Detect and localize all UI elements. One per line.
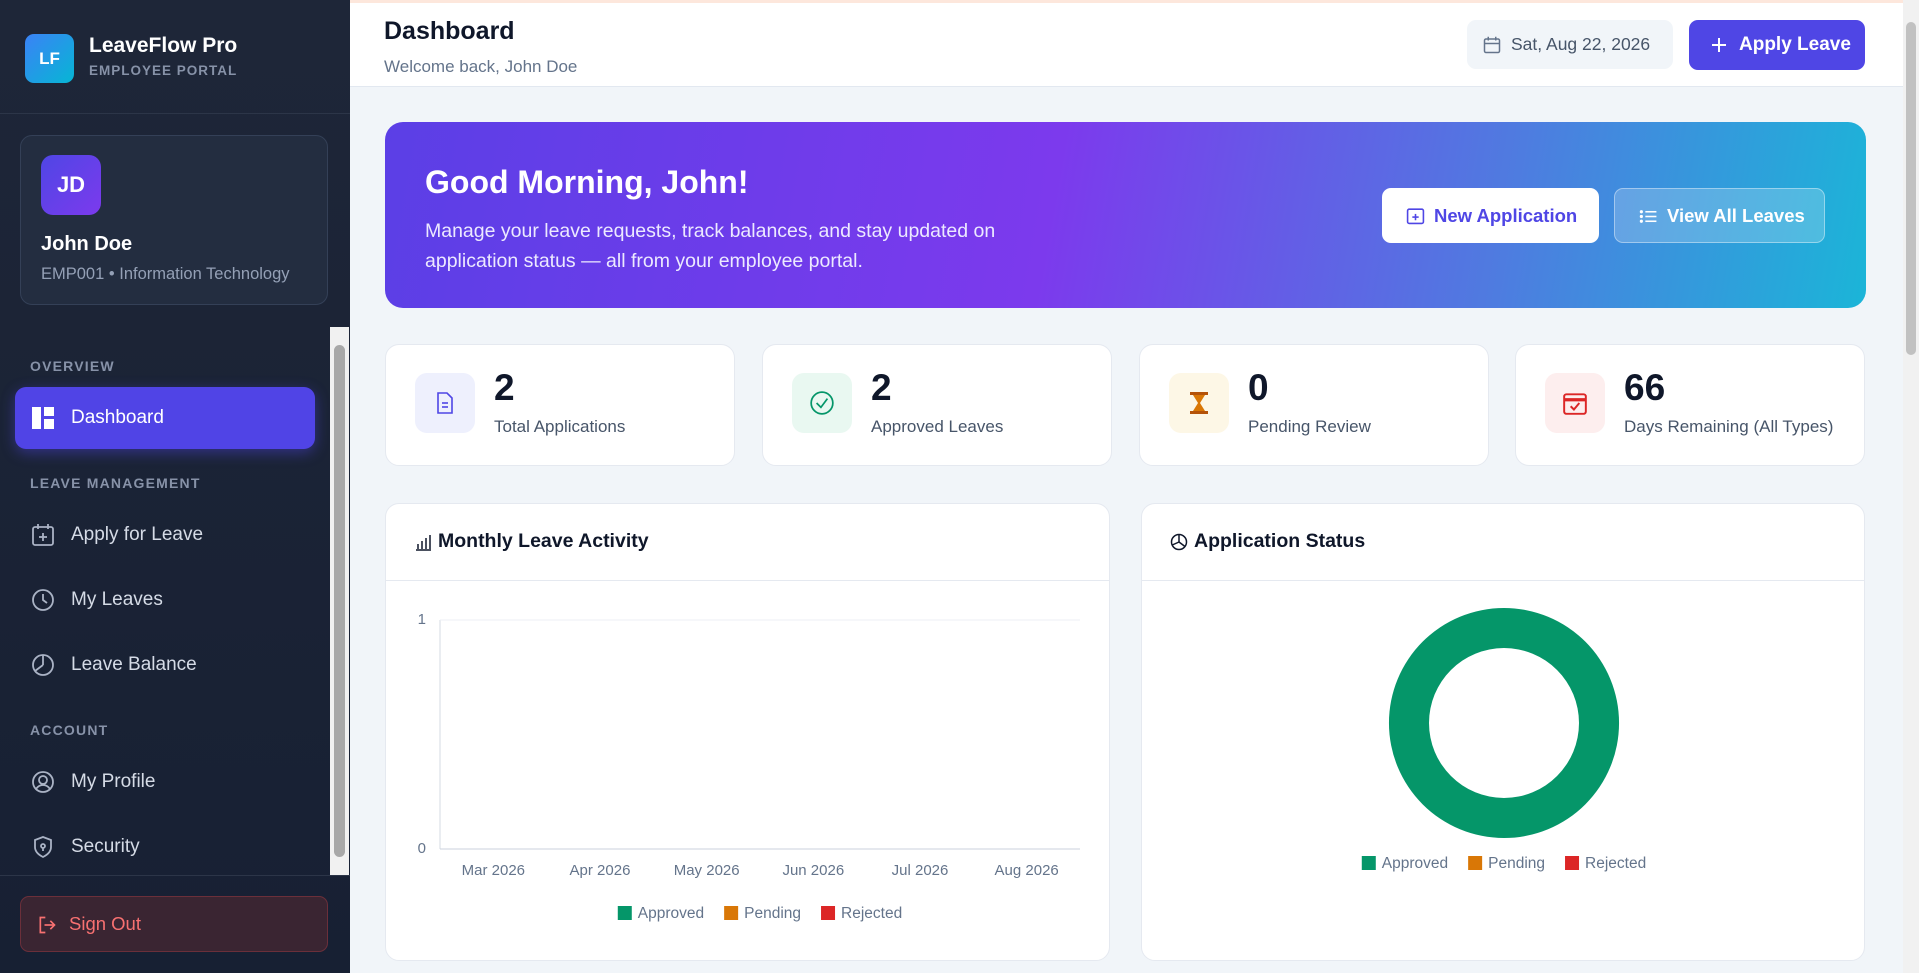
- bar-chart: 0 1 Mar 2026 Apr 2026 May 2026 Jun 2026 Jul 20…: [418, 611, 1080, 922]
- sign-out-label: Sign Out: [69, 913, 141, 934]
- sign-out-button[interactable]: Sign Out: [20, 896, 328, 952]
- donut-chart: Approved Pending Rejected: [1361, 608, 1646, 872]
- date-text: Sat, Aug 22, 2026: [1511, 34, 1651, 54]
- user-details: EMP001 • Information Technology: [41, 265, 290, 283]
- apply-leave-label: Apply Leave: [1739, 34, 1851, 55]
- nav-item[interactable]: Dashboard: [15, 387, 315, 449]
- legend-swatch: [1468, 856, 1483, 870]
- nav-label: My Leaves: [71, 589, 163, 610]
- x-tick-label: Aug 2026: [995, 862, 1059, 879]
- x-tick-label: Jun 2026: [782, 862, 844, 879]
- nav-item[interactable]: Security: [15, 816, 315, 878]
- user-name: John Doe: [41, 233, 133, 255]
- stat-value: 66: [1624, 367, 1666, 408]
- scroll-thumb[interactable]: [334, 345, 345, 857]
- top-bar: Dashboard Welcome back, John Doe Sat, Au…: [350, 0, 1903, 87]
- nav-label: My Profile: [71, 771, 156, 792]
- nav-item[interactable]: Apply for Leave: [15, 504, 315, 566]
- stat-card: 0 Pending Review: [1139, 344, 1489, 466]
- legend-swatch: [724, 906, 739, 920]
- stat-value: 2: [494, 367, 515, 408]
- stat-label: Days Remaining (All Types): [1624, 417, 1834, 436]
- nav-label: Security: [71, 836, 140, 857]
- nav-label: Apply for Leave: [71, 524, 204, 545]
- button-label: New Application: [1434, 204, 1578, 226]
- scroll-thumb[interactable]: [1906, 22, 1916, 355]
- nav-item[interactable]: Leave Balance: [15, 634, 315, 696]
- chart-title: Application Status: [1194, 530, 1366, 552]
- date-display: Sat, Aug 22, 2026: [1467, 20, 1673, 69]
- avatar: JD: [41, 155, 101, 215]
- x-tick-label: May 2026: [674, 862, 740, 879]
- chart-card: Application Status Approved Pending Reject…: [1141, 503, 1865, 961]
- x-tick-label: Mar 2026: [462, 862, 525, 879]
- legend-label: Pending: [1488, 855, 1545, 872]
- stat-label: Total Applications: [494, 417, 626, 436]
- legend: Approved Pending Rejected: [1361, 855, 1646, 872]
- stat-icon: [1545, 373, 1605, 433]
- new-application-button[interactable]: New Application: [1382, 188, 1599, 243]
- legend-swatch: [617, 906, 632, 920]
- apply-leave-button[interactable]: Apply Leave: [1689, 20, 1865, 70]
- legend-label: Pending: [744, 905, 801, 922]
- nav-label: Leave Balance: [71, 654, 197, 675]
- legend-label: Rejected: [1585, 855, 1646, 872]
- nav-item[interactable]: My Leaves: [15, 569, 315, 631]
- nav-item[interactable]: My Profile: [15, 751, 315, 813]
- legend-label: Rejected: [841, 905, 902, 922]
- chart-title-row: Monthly Leave Activity: [414, 530, 649, 553]
- legend-label: Approved: [1382, 855, 1448, 872]
- stat-value: 2: [871, 367, 892, 408]
- nav-label: Dashboard: [71, 407, 164, 428]
- chart-card: Monthly Leave Activity 0 1 Mar 2026 Apr 202…: [385, 503, 1110, 961]
- logo[interactable]: LF: [25, 34, 74, 83]
- greeting: Good Morning, John!: [425, 164, 749, 200]
- chart-title: Monthly Leave Activity: [438, 530, 649, 552]
- welcome-banner: Good Morning, John! Manage your leave re…: [385, 122, 1866, 308]
- stat-card: 2 Total Applications: [385, 344, 735, 466]
- sidebar: LF LeaveFlow Pro EMPLOYEE PORTAL JD John…: [0, 0, 350, 973]
- banner-message: Manage your leave requests, track balanc…: [425, 220, 996, 272]
- stat-icon: [1169, 373, 1229, 433]
- y-tick-label: 1: [418, 611, 426, 628]
- legend-swatch: [1565, 856, 1580, 870]
- x-tick-label: Jul 2026: [892, 862, 949, 879]
- divider: [0, 113, 350, 114]
- pie-slice: [1388, 608, 1620, 838]
- section-title: ACCOUNT: [30, 722, 109, 738]
- profile-card: JD John Doe EMP001 • Information Technol…: [20, 135, 328, 305]
- divider: [386, 580, 1109, 581]
- stat-value: 0: [1248, 367, 1269, 408]
- tagline: EMPLOYEE PORTAL: [89, 63, 238, 78]
- page-scrollbar[interactable]: [1903, 0, 1919, 973]
- stat-label: Approved Leaves: [871, 417, 1004, 436]
- section-title: OVERVIEW: [30, 358, 115, 374]
- stat-label: Pending Review: [1248, 417, 1371, 436]
- stat-card: 2 Approved Leaves: [762, 344, 1112, 466]
- x-tick-label: Apr 2026: [570, 862, 631, 879]
- chart-title-row: Application Status: [1170, 530, 1365, 553]
- view-all-leaves-button[interactable]: View All Leaves: [1614, 188, 1825, 243]
- brand: LeaveFlow Pro: [89, 34, 238, 57]
- page-subtitle: Welcome back, John Doe: [384, 57, 578, 76]
- page-title: Dashboard: [384, 17, 515, 45]
- section-title: LEAVE MANAGEMENT: [30, 475, 201, 491]
- y-tick-label: 0: [418, 840, 426, 857]
- legend: Approved Pending Rejected: [617, 905, 902, 922]
- button-label: View All Leaves: [1667, 204, 1805, 226]
- divider: [1142, 580, 1864, 581]
- legend-label: Approved: [638, 905, 704, 922]
- divider: [0, 875, 350, 876]
- stat-card: 66 Days Remaining (All Types): [1515, 344, 1865, 466]
- scrollbar[interactable]: [330, 327, 349, 875]
- legend-swatch: [821, 906, 836, 920]
- legend-swatch: [1361, 856, 1376, 870]
- stat-icon: [415, 373, 475, 433]
- stat-icon: [792, 373, 852, 433]
